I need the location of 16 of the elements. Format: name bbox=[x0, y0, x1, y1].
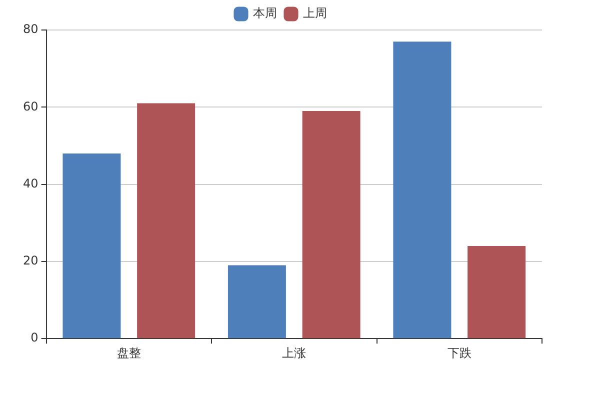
x-tick-label: 盘整 bbox=[116, 346, 141, 360]
y-tick-label: 80 bbox=[22, 22, 38, 36]
bar bbox=[468, 246, 526, 338]
bar bbox=[228, 265, 286, 338]
bar bbox=[302, 111, 360, 338]
y-tick-label: 60 bbox=[22, 99, 38, 114]
bar bbox=[137, 103, 196, 338]
x-tick-label: 上涨 bbox=[282, 346, 306, 360]
legend-label: 本周 bbox=[253, 6, 277, 20]
y-tick-label: 40 bbox=[22, 176, 38, 190]
y-tick-label: 20 bbox=[22, 254, 38, 268]
bar bbox=[393, 42, 452, 338]
bar bbox=[62, 153, 121, 338]
x-tick-label: 下跌 bbox=[447, 346, 472, 360]
y-tick-label: 0 bbox=[30, 330, 38, 345]
legend-label: 上周 bbox=[303, 6, 327, 20]
